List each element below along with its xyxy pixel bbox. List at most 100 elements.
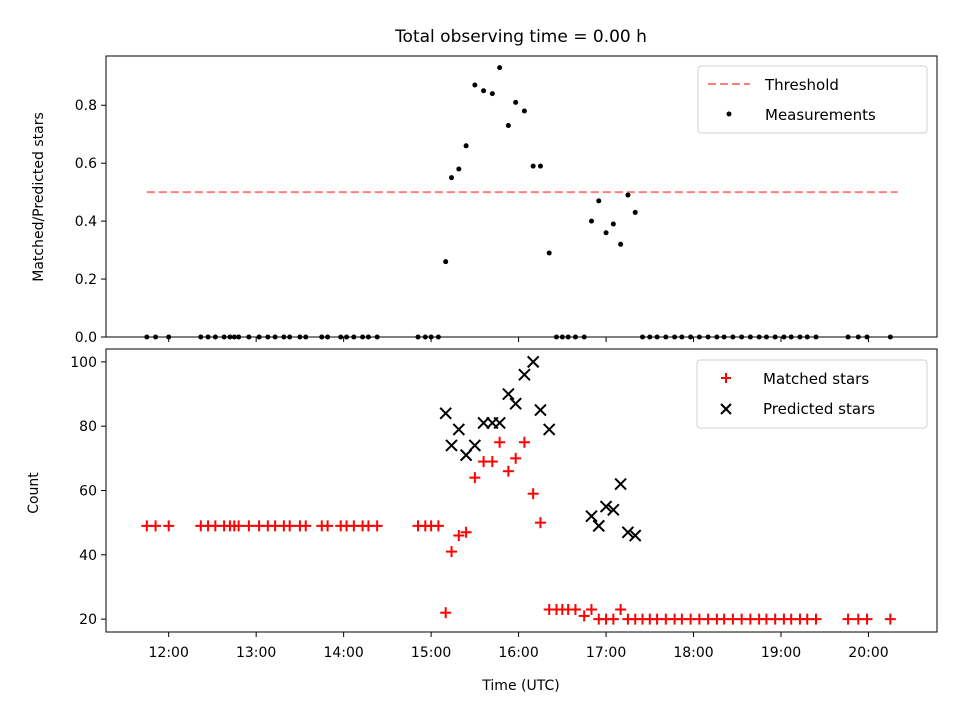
matched-star-marker: [446, 546, 458, 558]
matched-star-marker: [243, 520, 255, 532]
top-y-axis-label: Matched/Predicted stars: [31, 112, 47, 282]
x-tick-label: 20:00: [848, 645, 888, 661]
bottom-plot-area: 20 40 60 80 100 12:00 13:00 14:00 15:00 16:00 17:0…: [70, 355, 896, 661]
bottom-panel: Count Time (UTC) 20 40 60 80 100 12:00 13:00 14…: [26, 348, 938, 694]
matched-star-marker: [502, 465, 514, 477]
measurement-point: [610, 221, 616, 227]
matched-star-marker: [233, 520, 245, 532]
predicted-star-marker: [614, 477, 627, 491]
matched-star-marker: [861, 613, 873, 625]
legend-predicted-label: Predicted stars: [763, 400, 875, 418]
predicted-star-marker: [607, 503, 620, 517]
matched-star-marker: [585, 603, 597, 615]
bottom-legend: Matched stars Predicted stars: [696, 359, 928, 429]
predicted-star-marker: [592, 519, 605, 533]
bottom-axes-frame: [105, 348, 938, 633]
matched-star-marker: [569, 603, 581, 615]
bottom-y-tick-label: 100: [70, 355, 97, 371]
matched-star-marker: [842, 613, 854, 625]
top-y-tick-label: 0.8: [75, 98, 97, 114]
predicted-star-marker: [509, 397, 522, 410]
bottom-y-axis-label: Count: [26, 472, 42, 514]
measurement-point: [449, 175, 455, 181]
measurement-point: [505, 123, 511, 129]
matched-star-marker: [322, 520, 334, 532]
matched-star-marker: [578, 610, 590, 622]
matched-star-marker: [163, 520, 175, 532]
matched-star-marker: [810, 613, 822, 625]
matched-star-marker: [615, 603, 627, 615]
measurement-point: [530, 163, 536, 169]
predicted-star-marker: [459, 448, 473, 462]
top-y-tick-label: 0.6: [75, 156, 97, 172]
predicted-star-marker: [502, 387, 515, 401]
matched-star-marker: [534, 517, 546, 529]
measurement-point: [456, 166, 462, 172]
predicted-star-marker: [439, 407, 452, 420]
top-y-tick-label: 0.2: [75, 272, 97, 288]
measurement-point: [596, 198, 602, 204]
bottom-y-tick-label: 60: [79, 484, 97, 500]
x-tick-label: 12:00: [149, 645, 189, 661]
matched-star-marker: [440, 607, 452, 619]
predicted-star-marker: [599, 500, 613, 513]
measurement-point: [546, 250, 552, 256]
measurement-point: [603, 230, 609, 236]
legend-threshold-label: Threshold: [764, 76, 839, 94]
matched-star-marker: [453, 530, 465, 542]
legend-matched-swatch: [721, 373, 731, 383]
matched-star-marker: [607, 613, 619, 625]
matched-star-marker: [518, 436, 530, 448]
top-axes-frame: [105, 55, 938, 338]
measurement-point: [513, 99, 519, 105]
measurement-point: [632, 209, 638, 215]
matched-star-marker: [884, 613, 896, 625]
legend-predicted-swatch: [720, 403, 732, 415]
chart-title: Total observing time = 0.00 h: [394, 27, 647, 47]
x-tick-label: 18:00: [673, 645, 713, 661]
predicted-star-marker: [542, 423, 556, 436]
measurement-point: [497, 65, 503, 71]
measurement-point: [537, 163, 543, 169]
bottom-y-tick-label: 20: [79, 612, 97, 628]
predicted-star-marker: [585, 510, 598, 523]
x-tick-label: 14:00: [323, 645, 363, 661]
matched-star-marker: [371, 520, 383, 532]
measurement-point: [472, 82, 478, 88]
matched-star-marker: [460, 526, 472, 538]
measurement-point: [463, 143, 469, 149]
top-y-tick-label: 0.4: [75, 214, 97, 230]
measurement-point: [489, 91, 495, 97]
matched-star-marker: [432, 520, 444, 532]
measurement-point: [618, 241, 624, 247]
x-tick-label: 13:00: [236, 645, 276, 661]
predicted-star-marker: [629, 529, 642, 542]
matched-star-marker: [510, 452, 522, 464]
matched-star-marker: [284, 520, 296, 532]
measurement-point: [625, 192, 631, 198]
predicted-star-marker: [445, 439, 458, 452]
top-legend-box: [697, 65, 928, 134]
measurement-point: [521, 108, 527, 114]
matched-star-marker: [486, 456, 498, 468]
top-y-tick-label: 0.0: [75, 330, 97, 346]
x-tick-label: 15:00: [411, 645, 451, 661]
legend-measurements-swatch: [726, 111, 732, 117]
predicted-star-marker: [452, 423, 466, 436]
x-tick-label: 16:00: [498, 645, 538, 661]
predicted-star-marker: [526, 355, 540, 369]
legend-matched-label: Matched stars: [763, 370, 869, 388]
matched-star-marker: [469, 472, 481, 484]
predicted-star-marker: [534, 403, 547, 417]
x-tick-label: 19:00: [761, 645, 801, 661]
predicted-star-marker: [518, 368, 531, 381]
bottom-y-tick-label: 80: [79, 419, 97, 435]
bottom-y-tick-label: 40: [79, 548, 97, 564]
top-legend: Threshold Measurements: [697, 65, 928, 134]
predicted-star-marker: [621, 526, 635, 539]
matched-star-marker: [527, 488, 539, 500]
legend-measurements-label: Measurements: [765, 106, 876, 124]
x-axis-label: Time (UTC): [481, 678, 559, 694]
x-tick-label: 17:00: [586, 645, 626, 661]
